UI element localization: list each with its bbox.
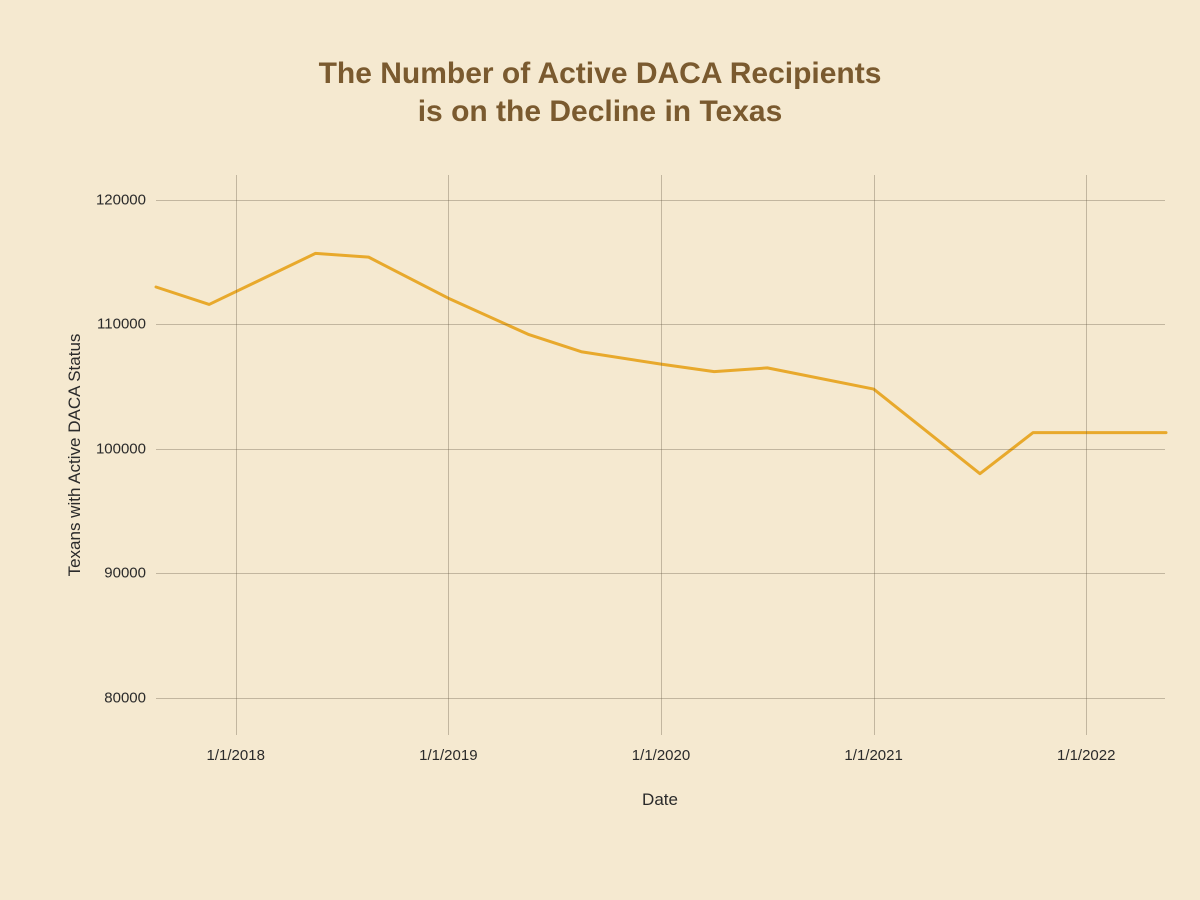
- x-axis-title: Date: [642, 790, 678, 810]
- chart-title-line1: The Number of Active DACA Recipients: [319, 57, 882, 90]
- y-tick-label: 80000: [104, 689, 156, 706]
- y-tick-label: 120000: [96, 191, 156, 208]
- gridline-vertical: [661, 175, 662, 735]
- chart-title-line2: is on the Decline in Texas: [418, 95, 783, 128]
- gridline-vertical: [236, 175, 237, 735]
- y-tick-label: 110000: [97, 316, 156, 333]
- gridline-vertical: [448, 175, 449, 735]
- gridline-vertical: [874, 175, 875, 735]
- plot-area: 80000900001000001100001200001/1/20181/1/…: [155, 175, 1165, 735]
- x-tick-label: 1/1/2018: [207, 735, 265, 764]
- y-axis-title: Texans with Active DACA Status: [65, 334, 85, 577]
- x-tick-label: 1/1/2019: [419, 735, 477, 764]
- y-tick-label: 100000: [96, 440, 156, 457]
- x-tick-label: 1/1/2021: [844, 735, 902, 764]
- y-tick-label: 90000: [104, 565, 156, 582]
- gridline-vertical: [1086, 175, 1087, 735]
- chart-title: The Number of Active DACA Recipients is …: [0, 0, 1200, 130]
- x-tick-label: 1/1/2020: [632, 735, 690, 764]
- x-tick-label: 1/1/2022: [1057, 735, 1115, 764]
